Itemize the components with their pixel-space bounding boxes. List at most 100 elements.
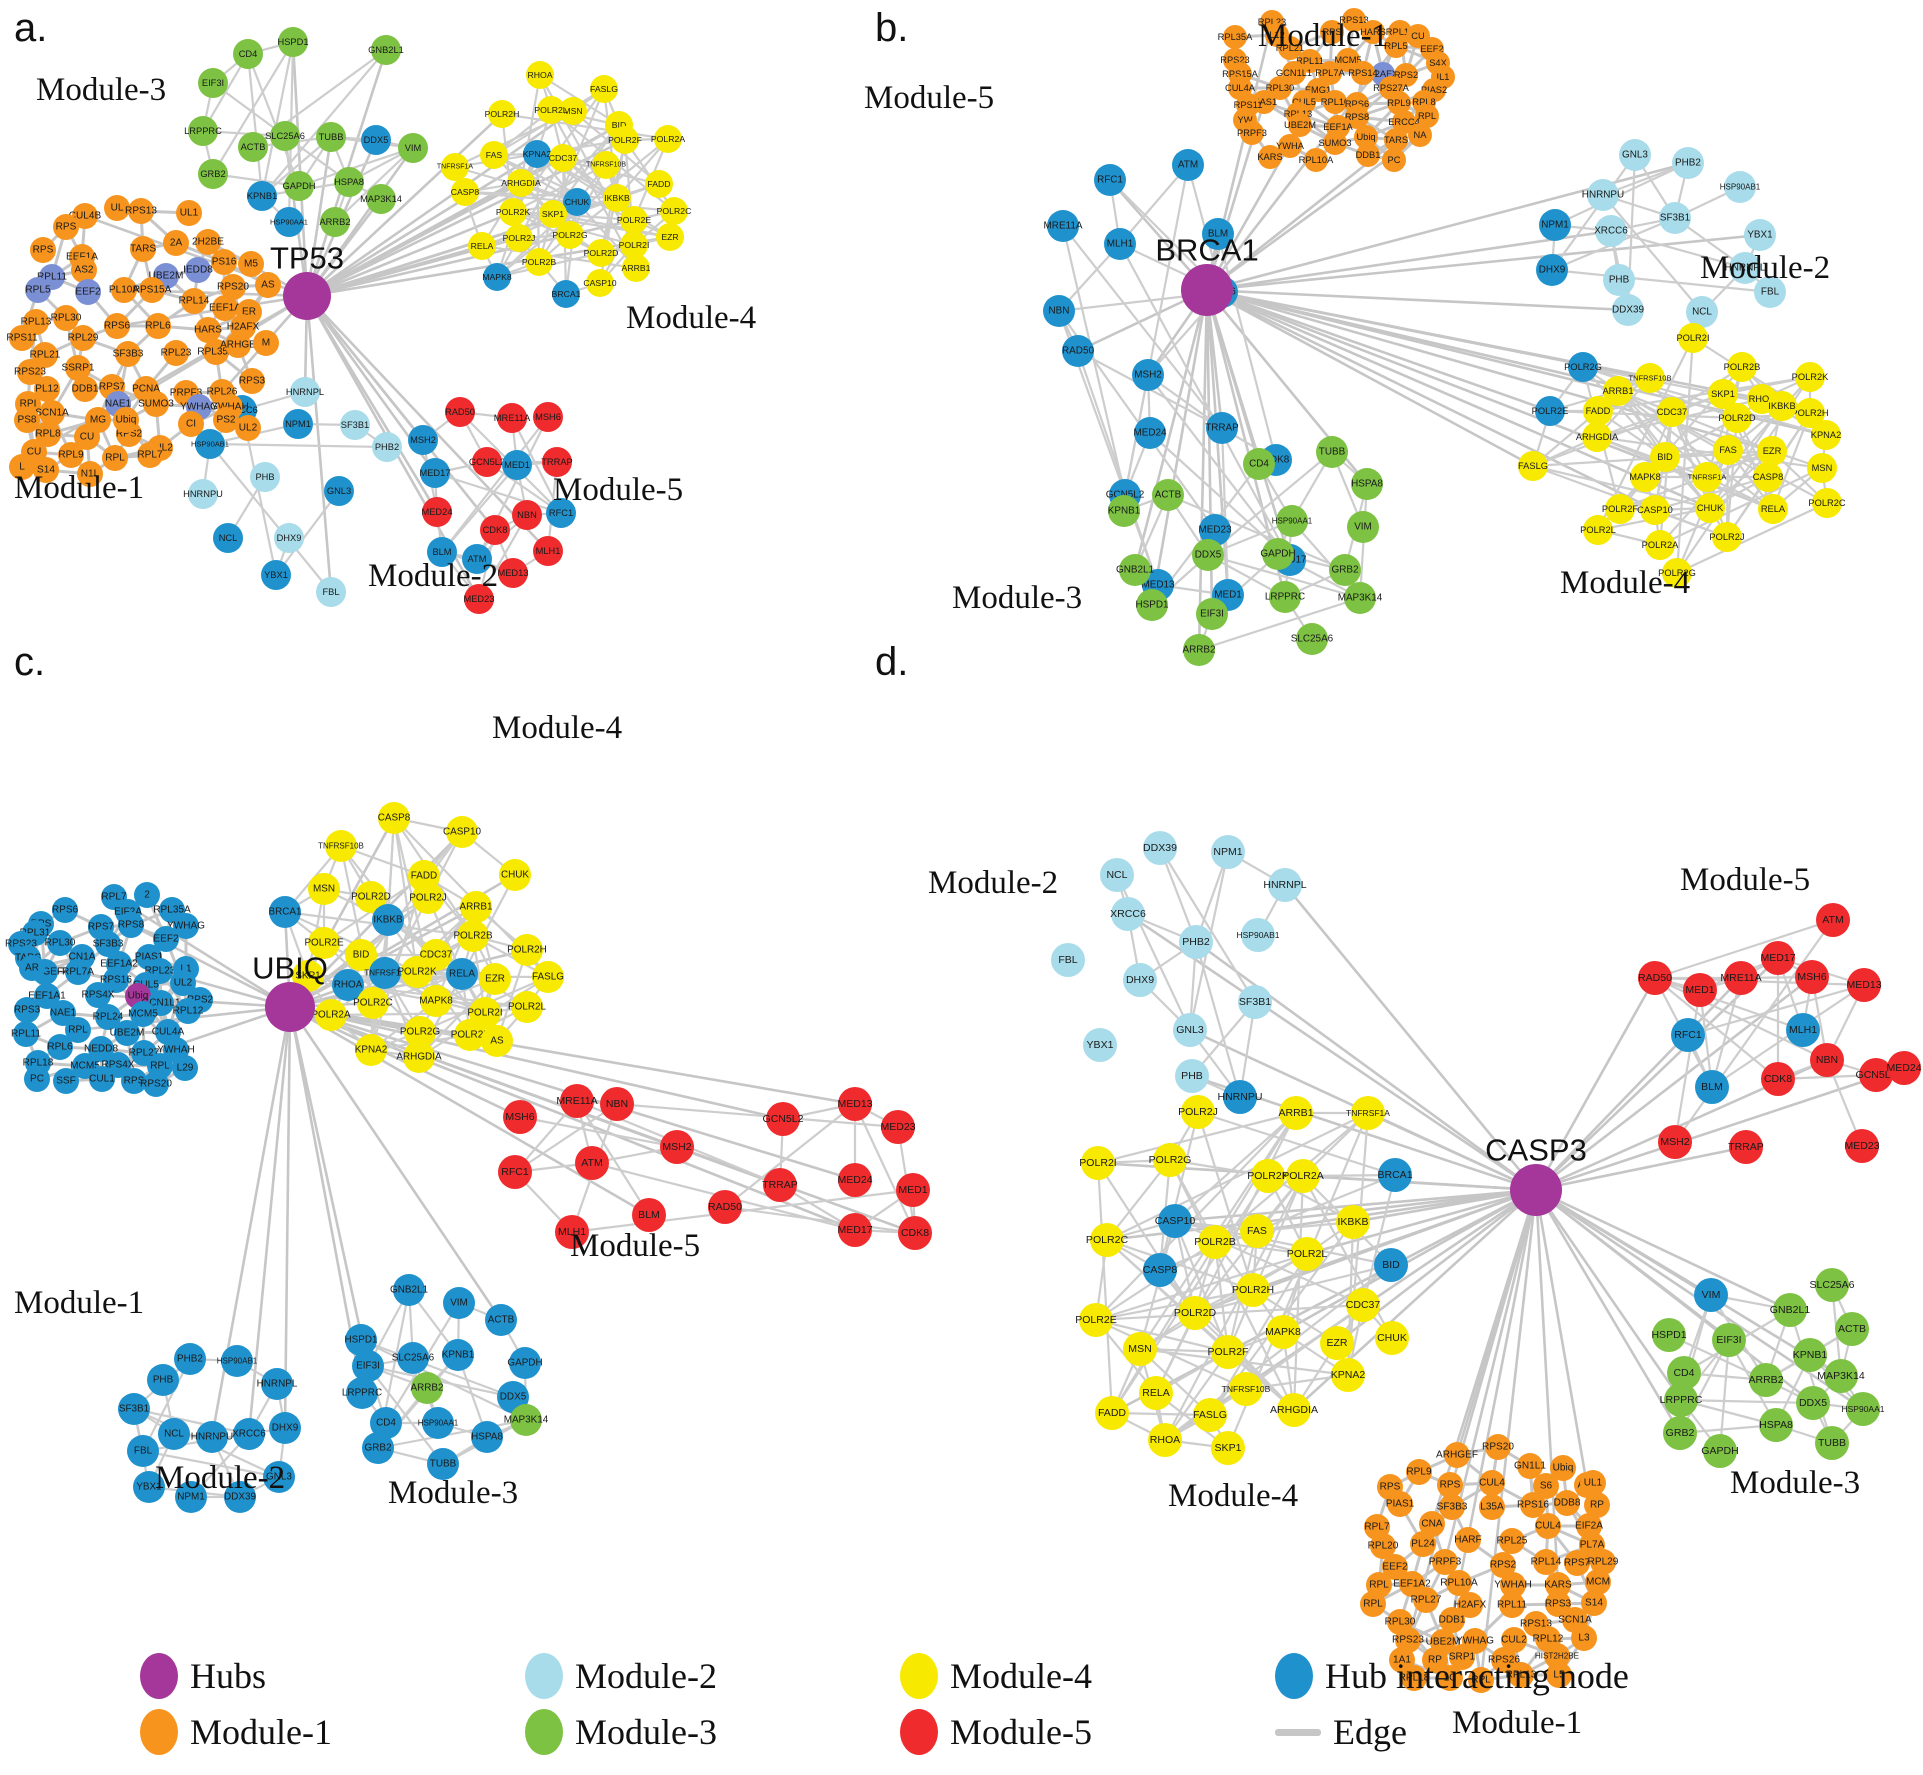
panel-b-module1-node-ube2m[interactable] xyxy=(1288,113,1312,137)
panel-b-module3-node-vim[interactable] xyxy=(1347,511,1379,543)
panel-c-module5-node-med23[interactable] xyxy=(881,1110,915,1144)
panel-b-module4-node-chuk[interactable] xyxy=(1695,493,1725,523)
panel-d-module3-node-tubb[interactable] xyxy=(1815,1426,1849,1460)
panel-d-module1-node-pl24[interactable] xyxy=(1410,1531,1436,1557)
panel-c-module1-node-sf3b3[interactable] xyxy=(95,931,121,957)
panel-c-module1-node-rpl7a[interactable] xyxy=(65,959,91,985)
panel-d-module2-node-sf3b1[interactable] xyxy=(1238,985,1272,1019)
panel-b-module4-node-casp8[interactable] xyxy=(1753,462,1783,492)
panel-b-module1-node-rpl21[interactable] xyxy=(1278,36,1302,60)
panel-a-module1-node-ul[interactable] xyxy=(104,195,130,221)
panel-b-module1-node-ubiq[interactable] xyxy=(1354,125,1378,149)
panel-c-module3-node-gnb2l1[interactable] xyxy=(393,1274,425,1306)
panel-c-module3-node-vim[interactable] xyxy=(443,1287,475,1319)
panel-a-module5-node-msh6[interactable] xyxy=(533,402,563,432)
panel-c-module1-node-rpl12[interactable] xyxy=(175,998,201,1024)
panel-b-module4-node-arhgdia[interactable] xyxy=(1582,422,1612,452)
panel-d-module4-node-polr2l[interactable] xyxy=(1290,1237,1324,1271)
panel-c-module4-node-arhgdia[interactable] xyxy=(403,1041,435,1073)
panel-c-module1-node-rps6[interactable] xyxy=(52,897,78,923)
panel-a-module1-node-rpl6[interactable] xyxy=(145,313,171,339)
panel-d-module2-node-hnrnpu[interactable] xyxy=(1223,1080,1257,1114)
panel-c-module3-node-hspa8[interactable] xyxy=(471,1421,503,1453)
panel-b-hub-node[interactable] xyxy=(1181,264,1233,316)
panel-a-module2-node-dhx9[interactable] xyxy=(274,523,304,553)
panel-a-module3-node-arrb2[interactable] xyxy=(320,207,350,237)
panel-c-module4-node-as[interactable] xyxy=(481,1025,513,1057)
panel-c-module4-node-tnfrsf1a[interactable] xyxy=(369,957,401,989)
panel-b-module4-node-kpna2[interactable] xyxy=(1811,420,1841,450)
panel-c-module1-node-ywhag[interactable] xyxy=(173,913,199,939)
panel-b-module4-node-polr2i[interactable] xyxy=(1678,323,1708,353)
panel-d-module1-node-eef2[interactable] xyxy=(1382,1554,1408,1580)
panel-a-module4-node-polr2b[interactable] xyxy=(525,248,553,276)
panel-c-module4-node-skp1[interactable] xyxy=(292,960,324,992)
panel-c-module4-node-brca1[interactable] xyxy=(269,896,301,928)
panel-a-module1-node-rps20[interactable] xyxy=(220,274,246,300)
panel-a-module2-node-hnrnpl[interactable] xyxy=(290,377,320,407)
panel-a-module1-node-ps16[interactable] xyxy=(211,249,237,275)
panel-c-module4-node-rhoa[interactable] xyxy=(332,969,364,1001)
panel-c-module4-node-polr2f[interactable] xyxy=(454,1019,486,1051)
panel-a-module3-node-ddx5[interactable] xyxy=(361,125,391,155)
panel-c-module2-node-hsp90ab1[interactable] xyxy=(221,1345,253,1377)
panel-b-module2-node-fbl[interactable] xyxy=(1754,276,1786,308)
panel-a-module1-node-s14[interactable] xyxy=(33,457,59,483)
panel-a-module1-node-2h2be[interactable] xyxy=(195,229,221,255)
panel-c-module1-node-pc[interactable] xyxy=(24,1066,50,1092)
panel-b-module1-node-gcn1l1[interactable] xyxy=(1282,61,1306,85)
panel-d-module4-node-polr2d[interactable] xyxy=(1178,1296,1212,1330)
panel-b-module3-node-tubb[interactable] xyxy=(1316,436,1348,468)
panel-a-module3-node-hspa8[interactable] xyxy=(334,167,364,197)
panel-d-module4-node-bid[interactable] xyxy=(1374,1248,1408,1282)
panel-c-module3-node-eif3i[interactable] xyxy=(352,1350,384,1382)
panel-a-module1-node-rpl23[interactable] xyxy=(163,340,189,366)
panel-a-module4-node-faslg[interactable] xyxy=(590,75,618,103)
panel-d-module5-node-trrap[interactable] xyxy=(1729,1130,1763,1164)
panel-d-module3-node-hspa8[interactable] xyxy=(1759,1408,1793,1442)
panel-b-module1-node-rpl[interactable] xyxy=(1415,104,1439,128)
panel-c-module4-node-casp10[interactable] xyxy=(446,816,478,848)
panel-d-module4-node-fas[interactable] xyxy=(1240,1214,1274,1248)
panel-a-hub-node[interactable] xyxy=(283,272,331,320)
panel-d-module4-node-polr2e[interactable] xyxy=(1079,1303,1113,1337)
panel-d-module5-node-cdk8[interactable] xyxy=(1761,1062,1795,1096)
panel-d-module4-node-polr2j[interactable] xyxy=(1181,1095,1215,1129)
panel-a-module4-node-ezr[interactable] xyxy=(656,223,684,251)
panel-d-module1-node-rps[interactable] xyxy=(1437,1472,1463,1498)
panel-c-module1-node-l29[interactable] xyxy=(172,1055,198,1081)
panel-d-hub-node[interactable] xyxy=(1510,1164,1562,1216)
panel-b-module2-node-hnrnpu[interactable] xyxy=(1587,179,1619,211)
panel-c-module1-node-rpl11[interactable] xyxy=(13,1021,39,1047)
panel-b-module2-node-phb[interactable] xyxy=(1603,264,1635,296)
panel-c-module1-node-ar[interactable] xyxy=(19,955,45,981)
panel-d-module4-node-polr2k[interactable] xyxy=(1251,1159,1285,1193)
panel-a-module1-node-rps13[interactable] xyxy=(128,198,154,224)
panel-d-module4-node-polr2g[interactable] xyxy=(1153,1143,1187,1177)
panel-d-module1-node-cul4[interactable] xyxy=(1479,1470,1505,1496)
panel-d-module1-node-ubiq[interactable] xyxy=(1550,1455,1576,1481)
panel-a-module5-node-nbn[interactable] xyxy=(512,500,542,530)
panel-a-module1-node-ul2[interactable] xyxy=(235,415,261,441)
panel-b-module2-node-phb2[interactable] xyxy=(1672,147,1704,179)
panel-d-module3-node-vim[interactable] xyxy=(1694,1278,1728,1312)
panel-a-module1-node-iedd8[interactable] xyxy=(185,257,211,283)
panel-b-module4-node-polr2a[interactable] xyxy=(1645,530,1675,560)
panel-d-module4-node-faslg[interactable] xyxy=(1193,1398,1227,1432)
panel-a-module4-node-polr2i[interactable] xyxy=(620,231,648,259)
panel-c-module5-node-trrap[interactable] xyxy=(763,1168,797,1202)
panel-b-module1-node-prpf3[interactable] xyxy=(1240,121,1264,145)
panel-d-module4-node-chuk[interactable] xyxy=(1375,1321,1409,1355)
panel-d-module5-node-atm[interactable] xyxy=(1816,903,1850,937)
panel-d-module1-node-pias1[interactable] xyxy=(1387,1491,1413,1517)
panel-a-module5-node-trrap[interactable] xyxy=(542,447,572,477)
panel-c-module4-node-kpna2[interactable] xyxy=(355,1034,387,1066)
panel-d-module1-node-rps23[interactable] xyxy=(1395,1627,1421,1653)
panel-a-module2-node-phb2[interactable] xyxy=(372,432,402,462)
panel-c-module2-node-fbl[interactable] xyxy=(127,1435,159,1467)
panel-c-module3-node-map3k14[interactable] xyxy=(510,1404,542,1436)
panel-b-module2-node-hsp90ab1[interactable] xyxy=(1724,171,1756,203)
panel-a-module1-node-rpl7[interactable] xyxy=(137,442,163,468)
panel-b-module1-node-ddb1[interactable] xyxy=(1356,143,1380,167)
panel-c-module1-node-rps4x[interactable] xyxy=(85,982,111,1008)
